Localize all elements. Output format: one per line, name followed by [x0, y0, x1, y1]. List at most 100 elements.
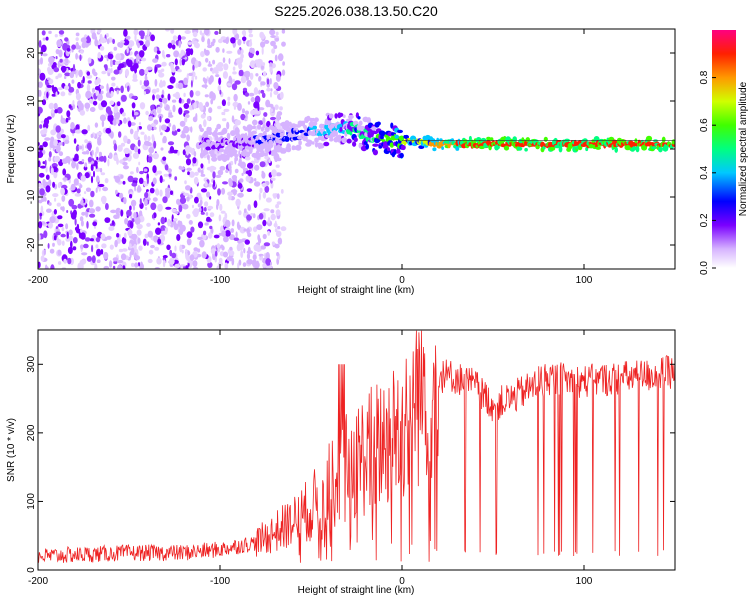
noise-mark: [190, 80, 193, 88]
noise-mark: [106, 33, 109, 38]
noise-mark: [155, 64, 162, 68]
noise-mark: [238, 150, 241, 157]
noise-mark: [57, 223, 64, 228]
noise-mark: [138, 177, 144, 184]
noise-mark: [57, 182, 61, 189]
noise-mark: [95, 164, 98, 169]
signal-mark: [353, 137, 358, 142]
noise-mark: [110, 209, 117, 214]
noise-mark: [185, 265, 189, 269]
noise-mark: [271, 241, 275, 246]
noise-mark: [259, 187, 263, 194]
noise-mark: [72, 70, 77, 75]
noise-mark: [266, 87, 271, 92]
noise-mark: [239, 245, 244, 251]
noise-mark: [221, 99, 226, 107]
noise-mark: [227, 191, 233, 197]
noise-mark: [200, 51, 205, 58]
noise-mark: [258, 120, 264, 126]
noise-mark: [178, 204, 183, 213]
noise-mark: [209, 212, 215, 218]
noise-mark: [89, 238, 94, 242]
noise-mark: [43, 249, 46, 255]
noise-mark: [232, 66, 236, 71]
noise-mark: [193, 176, 199, 185]
noise-mark: [227, 249, 231, 254]
noise-mark: [140, 131, 145, 135]
noise-mark: [75, 41, 79, 50]
noise-mark: [91, 68, 96, 75]
noise-mark: [53, 209, 58, 215]
noise-mark: [139, 198, 142, 205]
signal-mark: [334, 130, 338, 137]
signal-mark: [290, 123, 297, 128]
signal-mark: [393, 149, 397, 155]
noise-mark: [71, 204, 78, 210]
signal-mark: [204, 151, 209, 155]
noise-mark: [193, 151, 197, 157]
noise-mark: [176, 198, 181, 205]
noise-mark: [165, 206, 172, 210]
noise-mark: [201, 36, 205, 43]
noise-mark: [66, 110, 71, 118]
signal-mark: [496, 145, 500, 150]
noise-mark: [118, 60, 122, 64]
noise-mark: [189, 254, 195, 261]
noise-mark: [46, 208, 52, 213]
noise-mark: [85, 150, 90, 155]
noise-mark: [92, 100, 98, 106]
noise-mark: [103, 265, 110, 269]
noise-mark: [129, 220, 134, 229]
signal-mark: [516, 146, 523, 151]
noise-mark: [175, 211, 179, 215]
noise-mark: [145, 40, 150, 48]
noise-mark: [183, 192, 190, 196]
noise-mark: [270, 213, 276, 221]
noise-mark: [262, 219, 267, 227]
noise-mark: [214, 30, 219, 35]
noise-mark: [230, 37, 236, 44]
signal-mark: [372, 149, 378, 156]
signal-mark: [400, 144, 406, 151]
noise-mark: [134, 66, 137, 74]
noise-mark: [205, 212, 209, 216]
noise-mark: [174, 58, 178, 66]
noise-mark: [131, 218, 135, 223]
noise-mark: [120, 174, 124, 179]
noise-mark: [123, 135, 128, 144]
colorbar-tick-label: 0.2: [699, 213, 710, 227]
noise-mark: [120, 94, 127, 102]
noise-mark: [192, 64, 195, 71]
noise-mark: [273, 90, 279, 95]
noise-mark: [100, 172, 106, 176]
noise-mark: [55, 56, 58, 60]
noise-mark: [172, 93, 178, 98]
noise-mark: [233, 237, 239, 241]
noise-mark: [167, 85, 174, 89]
noise-mark: [139, 68, 145, 76]
noise-mark: [162, 196, 168, 204]
noise-mark: [207, 38, 211, 46]
noise-mark: [202, 133, 208, 139]
noise-mark: [85, 187, 92, 192]
colorbar-tick-label: 0.8: [699, 70, 710, 84]
noise-mark: [149, 187, 155, 194]
noise-mark: [38, 172, 45, 178]
noise-mark: [273, 82, 279, 90]
noise-mark: [82, 76, 85, 84]
noise-mark: [86, 71, 91, 76]
noise-mark: [194, 171, 199, 176]
noise-mark: [150, 110, 153, 115]
noise-mark: [96, 259, 101, 264]
noise-mark: [95, 206, 101, 212]
signal-mark: [658, 146, 663, 153]
noise-mark: [51, 93, 57, 97]
noise-mark: [81, 129, 88, 135]
noise-mark: [154, 78, 158, 87]
noise-mark: [48, 30, 52, 34]
noise-mark: [264, 185, 270, 193]
noise-mark: [133, 111, 139, 116]
noise-mark: [123, 197, 127, 205]
noise-mark: [207, 205, 214, 210]
